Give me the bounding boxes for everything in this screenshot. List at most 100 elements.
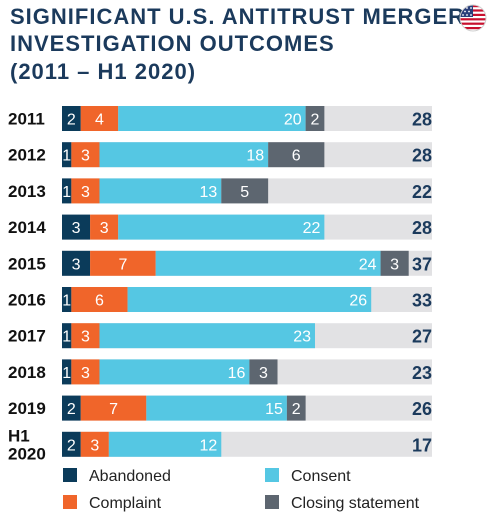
data-label: 2 xyxy=(311,112,320,129)
chart-title: SIGNIFICANT U.S. ANTITRUST MERGERINVESTI… xyxy=(10,4,464,84)
bar-segment-complaint xyxy=(71,359,100,385)
data-label: 13 xyxy=(199,184,217,201)
bar-segment-abandoned xyxy=(62,395,81,421)
data-label: 3 xyxy=(72,256,81,273)
bar-row: 2013 1 3 13 5 22 xyxy=(8,178,432,204)
bar-segment-closing-statement xyxy=(305,106,325,131)
total-label: 28 xyxy=(412,146,432,166)
total-label: 23 xyxy=(412,363,432,383)
bar-segment-consent xyxy=(99,359,250,385)
legend-item: Complaint xyxy=(63,495,162,512)
data-label: 3 xyxy=(81,148,90,165)
bar-segment-closing-statement xyxy=(221,178,269,204)
bar-segment-abandoned xyxy=(62,178,72,204)
bar-segment-abandoned xyxy=(62,106,81,131)
data-label: 2 xyxy=(67,437,76,454)
legend: Abandoned Consent Complaint Closing stateme… xyxy=(63,468,420,512)
bar-row: 2016 1 6 26 33 xyxy=(8,287,432,312)
category-label: H1 xyxy=(8,426,30,445)
legend-label: Closing statement xyxy=(291,495,420,512)
category-label: 2013 xyxy=(8,182,46,201)
bar-segment-complaint xyxy=(80,431,109,457)
total-label: 26 xyxy=(412,399,432,419)
category-label: 2016 xyxy=(8,291,46,310)
legend-swatch xyxy=(63,495,77,509)
data-label: 26 xyxy=(349,293,367,310)
legend-label: Consent xyxy=(291,468,351,485)
bar-segment-abandoned xyxy=(62,323,72,349)
bar-segment-complaint xyxy=(71,287,128,312)
data-label: 22 xyxy=(303,220,321,237)
bar-segment-abandoned xyxy=(62,250,91,276)
bar-segment-complaint xyxy=(90,214,119,240)
bar-row: 2012 1 3 18 6 28 xyxy=(8,142,432,168)
bar-segment-consent xyxy=(155,250,381,276)
data-label: 6 xyxy=(95,293,104,310)
data-label: 23 xyxy=(293,329,311,346)
data-label: 16 xyxy=(228,365,246,382)
bar-segment-complaint xyxy=(71,178,100,204)
data-label: 20 xyxy=(284,112,302,129)
data-label: 1 xyxy=(62,148,71,165)
data-label: 2 xyxy=(67,112,76,129)
category-label: 2011 xyxy=(8,110,45,129)
data-label: 3 xyxy=(81,184,90,201)
data-label: 7 xyxy=(118,256,127,273)
total-label: 33 xyxy=(412,291,432,311)
data-label: 18 xyxy=(246,148,264,165)
bar-segment-closing-statement xyxy=(268,142,325,168)
data-label: 3 xyxy=(81,329,90,346)
data-label: 3 xyxy=(90,437,99,454)
category-label: 2020 xyxy=(8,444,46,463)
bar-segment-complaint xyxy=(71,142,100,168)
bar-segment-consent xyxy=(146,395,287,421)
data-label: 1 xyxy=(62,184,71,201)
bar-segment-closing-statement xyxy=(286,395,306,421)
bar-segment-complaint xyxy=(71,323,100,349)
category-label: 2017 xyxy=(8,327,46,346)
data-label: 3 xyxy=(100,220,109,237)
data-label: 3 xyxy=(390,256,399,273)
legend-label: Abandoned xyxy=(89,468,171,485)
bar-segment-consent xyxy=(118,214,325,240)
data-label: 1 xyxy=(62,293,71,310)
category-label: 2019 xyxy=(8,399,46,418)
data-label: 4 xyxy=(95,112,104,129)
bar-segment-abandoned xyxy=(62,287,72,312)
bar-row: 2015 3 7 24 3 37 xyxy=(8,250,432,276)
bar-segment-complaint xyxy=(80,106,119,131)
data-label: 7 xyxy=(109,401,118,418)
data-label: 3 xyxy=(81,365,90,382)
bar-row: 2019 2 7 15 2 26 xyxy=(8,395,432,421)
legend-swatch xyxy=(63,468,77,482)
category-label: 2018 xyxy=(8,363,46,382)
category-label: 2012 xyxy=(8,146,46,165)
bar-segment-consent xyxy=(127,287,372,312)
data-label: 15 xyxy=(265,401,283,418)
bar-segment-abandoned xyxy=(62,431,81,457)
data-label: 6 xyxy=(292,148,301,165)
total-label: 28 xyxy=(412,110,432,130)
data-label: 12 xyxy=(199,437,217,454)
legend-label: Complaint xyxy=(89,495,162,512)
bar-segment-consent xyxy=(99,323,315,349)
bar-segment-consent xyxy=(108,431,222,457)
bar-segment-consent xyxy=(99,178,222,204)
chart-title-line: INVESTIGATION OUTCOMES xyxy=(10,31,335,56)
data-label: 5 xyxy=(240,184,249,201)
legend-item: Abandoned xyxy=(63,468,171,485)
legend-item: Closing statement xyxy=(265,495,420,512)
bar-segment-complaint xyxy=(90,250,156,276)
bar-row: 2014 3 3 22 28 xyxy=(8,214,432,240)
data-label: 1 xyxy=(62,329,71,346)
legend-item: Consent xyxy=(265,468,351,485)
total-label: 37 xyxy=(412,254,432,274)
bar-row: 2018 1 3 16 3 23 xyxy=(8,359,432,385)
legend-swatch xyxy=(265,495,279,509)
total-label: 17 xyxy=(412,435,432,455)
total-label: 27 xyxy=(412,327,432,347)
legend-swatch xyxy=(265,468,279,482)
